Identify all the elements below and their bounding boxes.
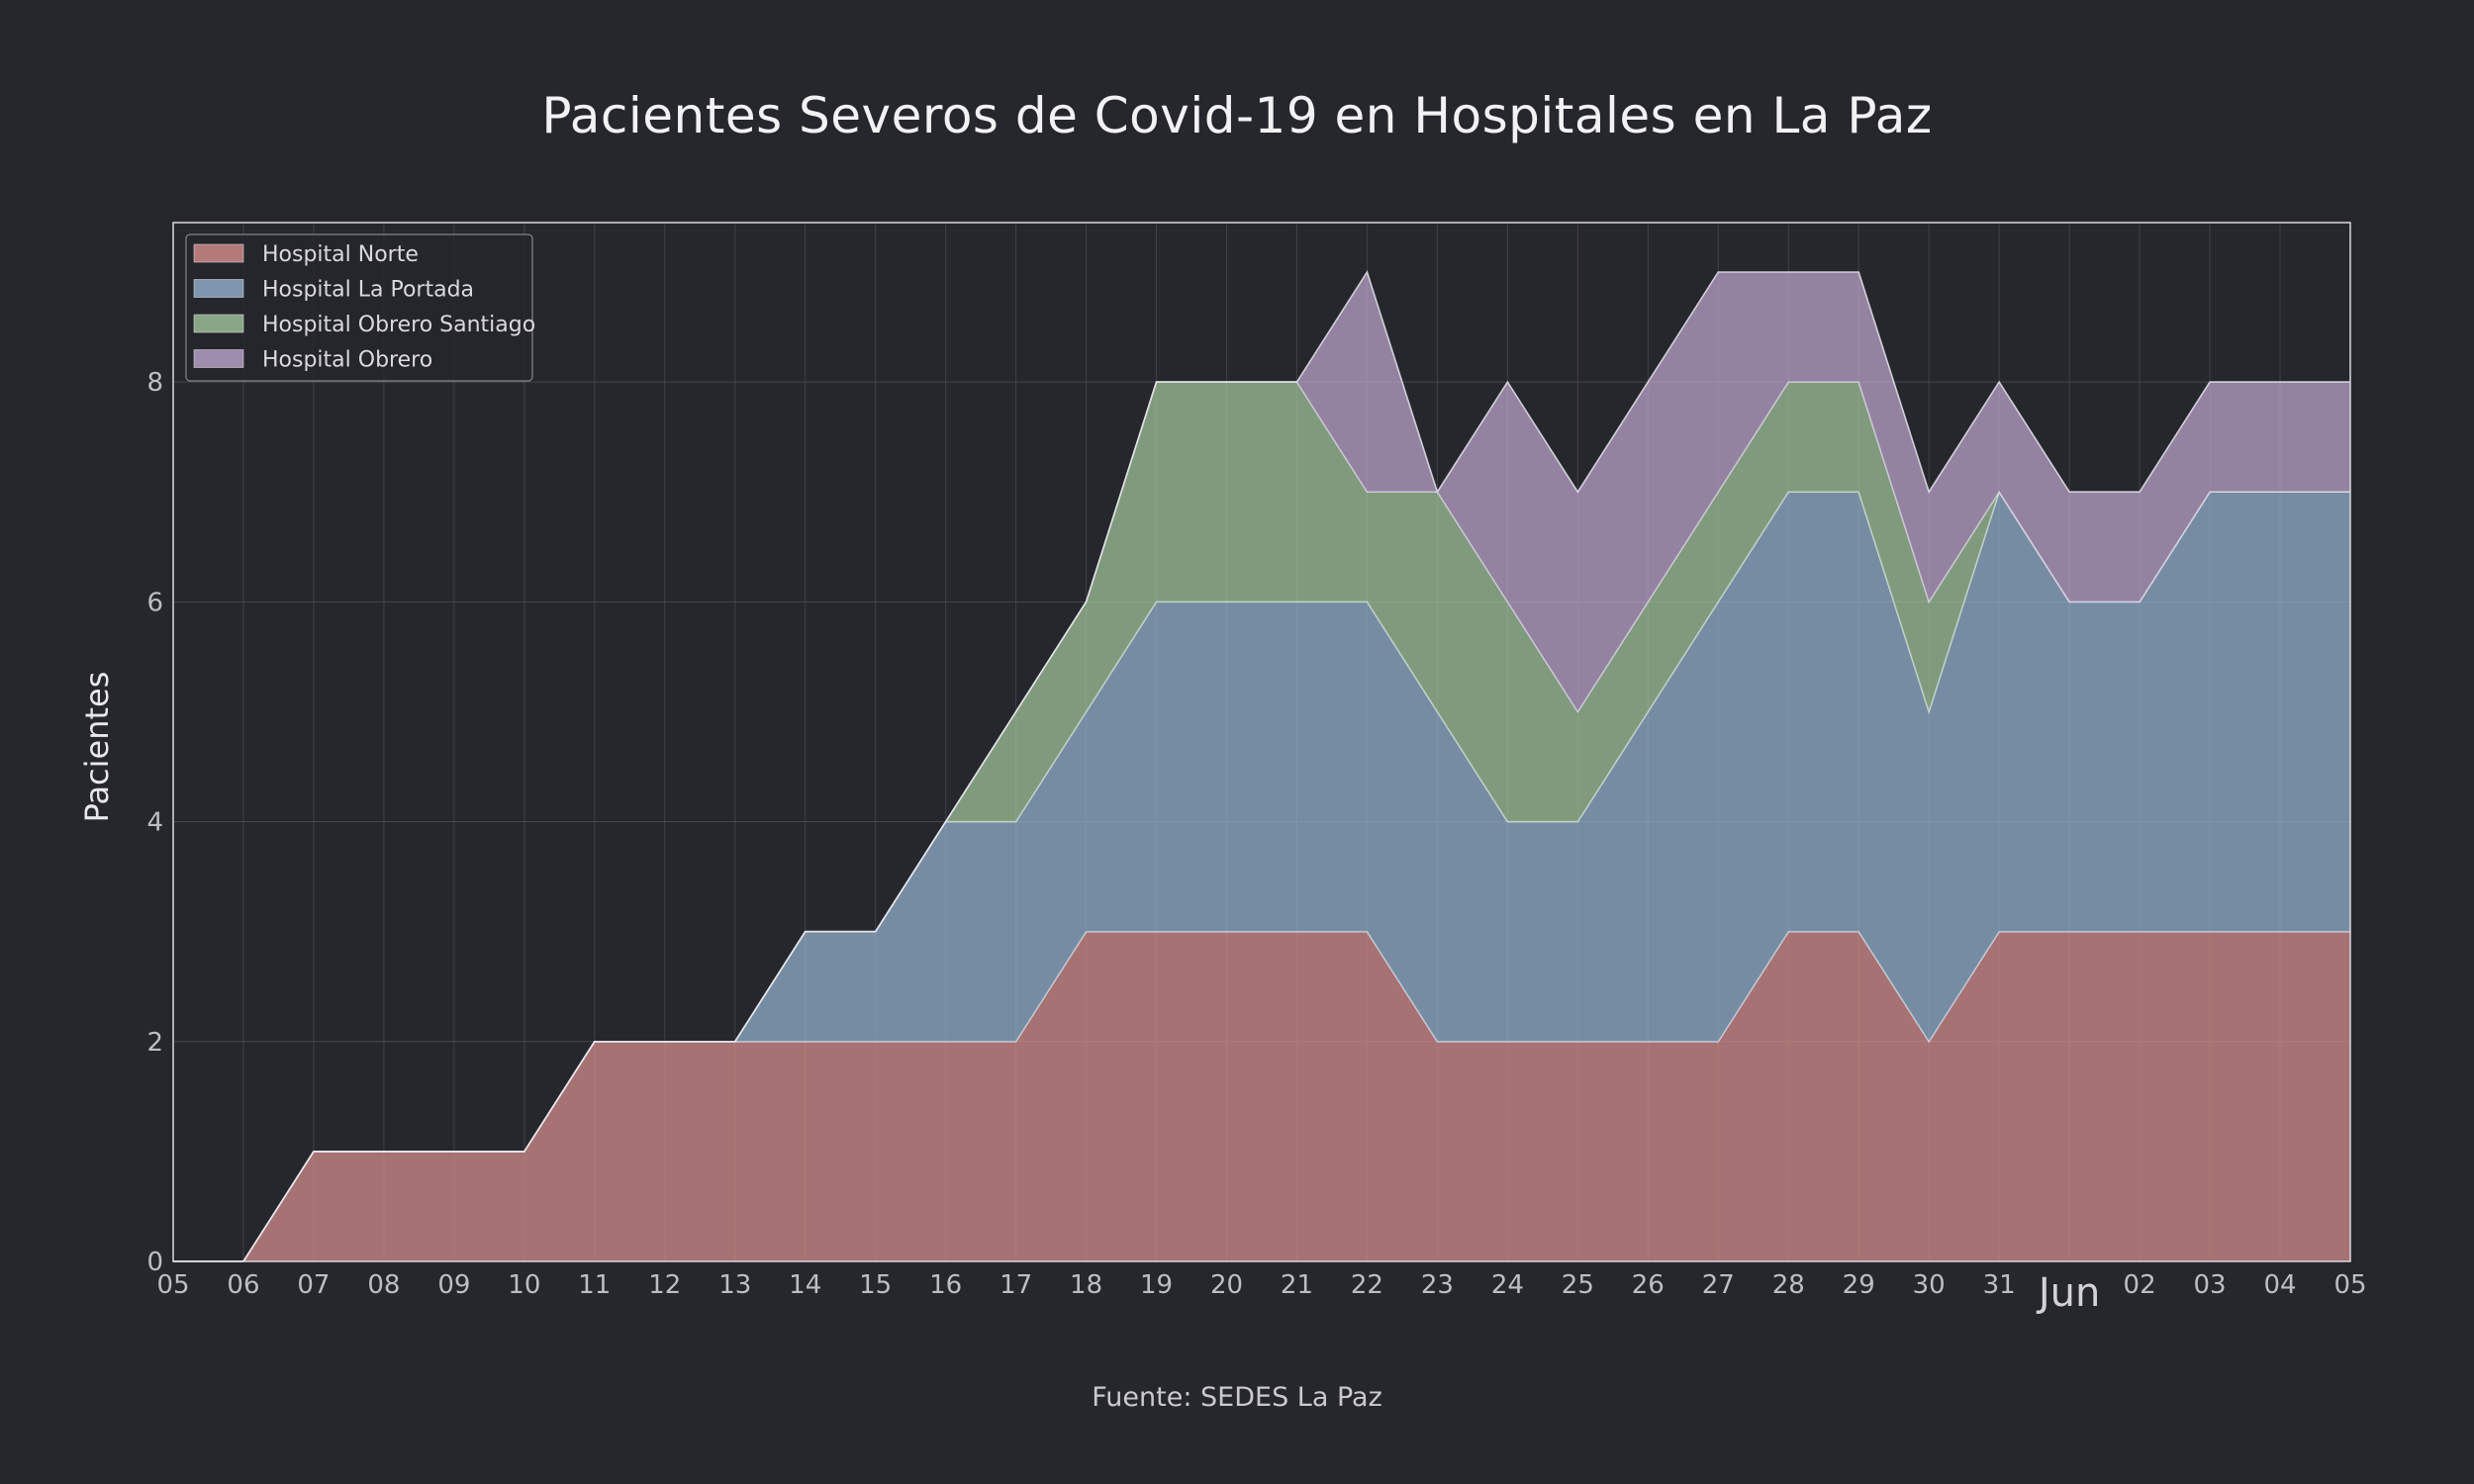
- x-tick-label: 03: [2194, 1270, 2227, 1300]
- x-tick-label: 18: [1070, 1270, 1102, 1300]
- area-hospital-norte: [173, 931, 2350, 1261]
- x-tick-label: 13: [718, 1270, 751, 1300]
- x-tick-label: 09: [437, 1270, 470, 1300]
- x-tick-label: 23: [1421, 1270, 1454, 1300]
- x-tick-label: 25: [1562, 1270, 1594, 1300]
- area-hospital-obrero-santiago: [173, 382, 2350, 1261]
- legend-swatch: [193, 349, 244, 368]
- x-tick-label: 30: [1913, 1270, 1946, 1300]
- x-tick-label: 28: [1772, 1270, 1805, 1300]
- x-tick-label: 16: [929, 1270, 962, 1300]
- legend-swatch: [193, 243, 244, 263]
- legend-label: Hospital Obrero: [262, 348, 432, 373]
- x-axis-ticks: 05 06 07 08 09 10 11 12 13 14 15 16 17 18 19 20 21 22 23 24…: [156, 1270, 2366, 1316]
- source-note: Fuente: SEDES La Paz: [1092, 1382, 1382, 1413]
- area-hospital-la-portada: [173, 492, 2350, 1262]
- x-tick-label: 11: [578, 1270, 611, 1300]
- chart-title: Pacientes Severos de Covid-19 en Hospita…: [541, 87, 1933, 144]
- x-tick-label: 19: [1140, 1270, 1173, 1300]
- x-tick-label: 24: [1491, 1270, 1524, 1300]
- x-tick-label: 05: [2333, 1270, 2366, 1300]
- x-month-label: Jun: [2036, 1270, 2101, 1316]
- x-tick-label: 17: [999, 1270, 1032, 1300]
- legend: Hospital Norte Hospital La Portada Hospita…: [185, 233, 535, 382]
- y-tick-label: 4: [146, 808, 163, 838]
- legend-label: Hospital Obrero Santiago: [262, 313, 535, 337]
- y-tick-label: 0: [146, 1248, 163, 1277]
- x-tick-label: 12: [648, 1270, 681, 1300]
- y-tick-label: 6: [146, 588, 163, 617]
- plot-frame: [172, 222, 2351, 1262]
- x-tick-label: 26: [1632, 1270, 1665, 1300]
- x-tick-label: 31: [1983, 1270, 2016, 1300]
- y-tick-label: 8: [146, 368, 163, 398]
- legend-swatch: [193, 314, 244, 333]
- area-layers: [173, 270, 2350, 1262]
- x-tick-label: 14: [789, 1270, 821, 1300]
- y-tick-label: 2: [146, 1028, 163, 1058]
- x-tick-label: 29: [1843, 1270, 1875, 1300]
- x-tick-label: 08: [367, 1270, 400, 1300]
- x-tick-label: 07: [297, 1270, 330, 1300]
- x-tick-label: 21: [1281, 1270, 1313, 1300]
- y-axis-ticks: 0 2 4 6 8: [146, 368, 163, 1277]
- x-tick-label: 20: [1210, 1270, 1243, 1300]
- x-tick-label: 22: [1351, 1270, 1383, 1300]
- x-tick-label: 06: [227, 1270, 259, 1300]
- legend-box: [185, 233, 533, 382]
- legend-label: Hospital La Portada: [262, 278, 474, 303]
- x-tick-label: 05: [156, 1270, 189, 1300]
- x-tick-label: 15: [859, 1270, 892, 1300]
- x-tick-label: 10: [508, 1270, 540, 1300]
- x-tick-label: 27: [1702, 1270, 1735, 1300]
- series-line: [173, 270, 2350, 1262]
- legend-swatch: [193, 279, 244, 298]
- x-tick-label: 02: [2124, 1270, 2156, 1300]
- x-tick-label: 04: [2263, 1270, 2296, 1300]
- legend-label: Hospital Norte: [262, 242, 419, 267]
